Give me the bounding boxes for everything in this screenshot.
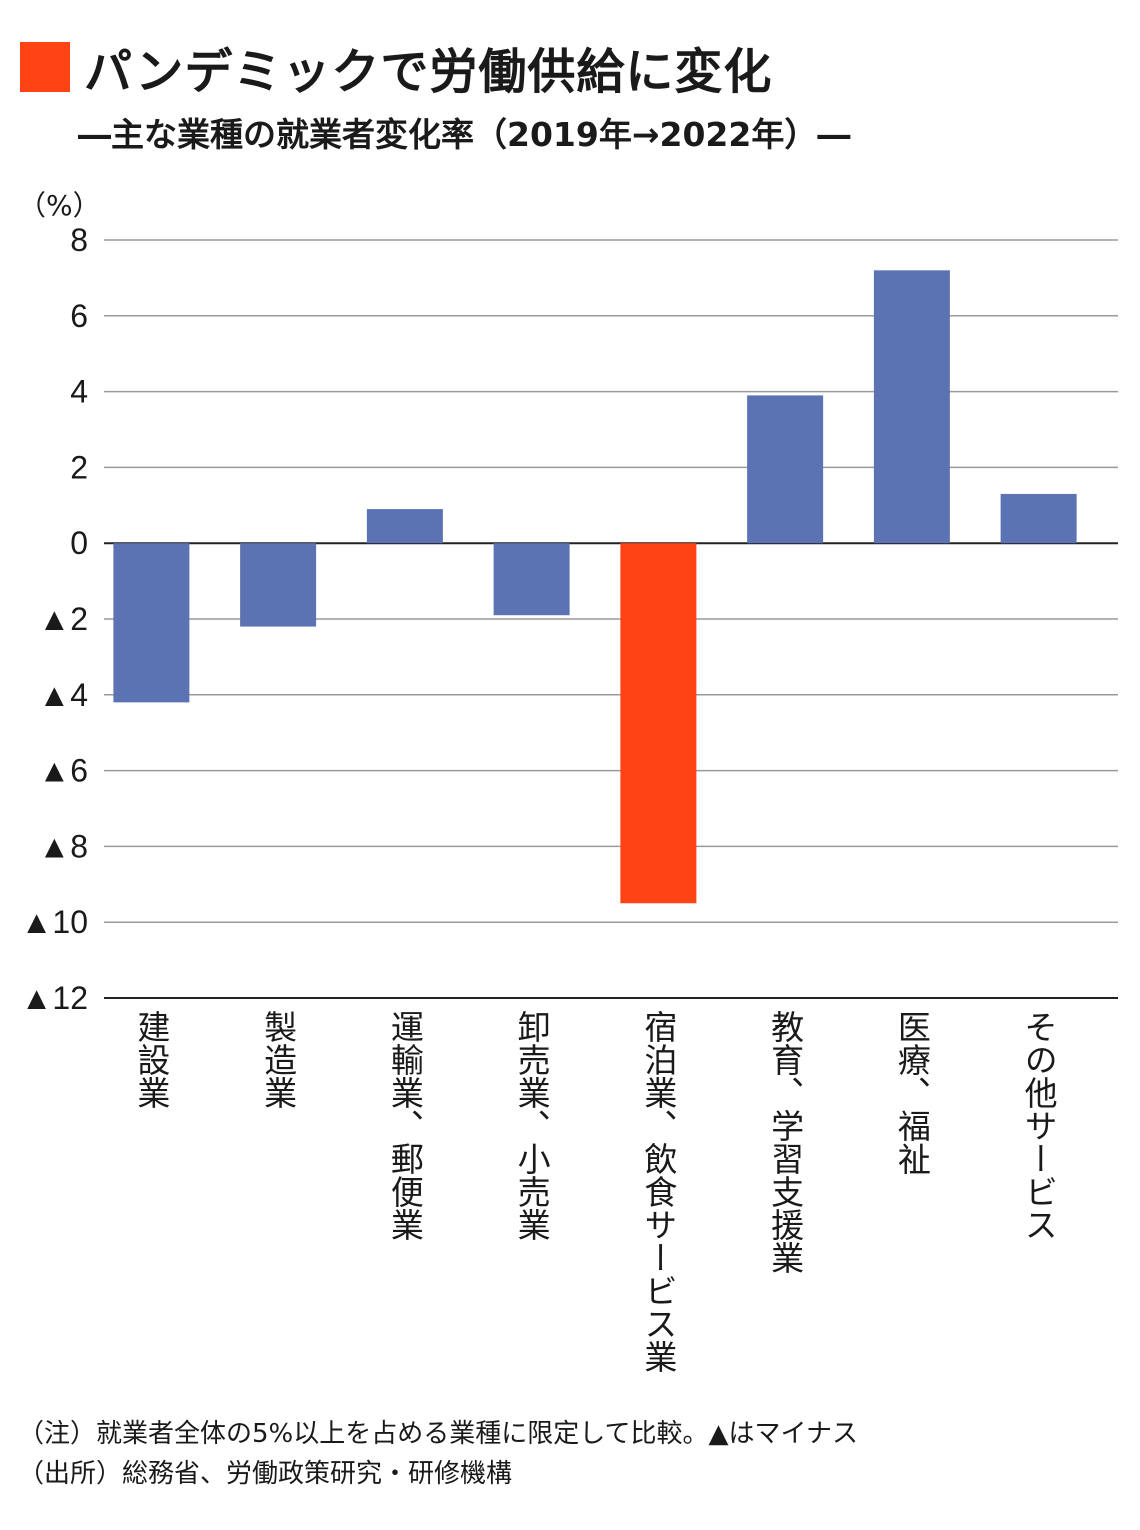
y-tick-label: 0 bbox=[70, 525, 88, 561]
bar bbox=[113, 543, 190, 703]
footnote-note: （注）就業者全体の5%以上を占める業種に限定して比較。▲はマイナス bbox=[18, 1419, 858, 1449]
y-tick-label: ▲2 bbox=[39, 601, 88, 637]
x-category-label: 運輸業、郵便業 bbox=[385, 1010, 424, 1241]
y-axis-unit: （%） bbox=[18, 189, 101, 222]
x-category-label: 建設業 bbox=[132, 1010, 171, 1109]
bar bbox=[1000, 493, 1077, 544]
title-block: パンデミックで労働供給に変化 bbox=[20, 32, 772, 102]
y-tick-label: ▲8 bbox=[39, 828, 88, 864]
x-category-label: 製造業 bbox=[259, 1010, 298, 1109]
x-category-label: 教育、学習支援業 bbox=[766, 1010, 805, 1274]
x-category-label: 卸売業、小売業 bbox=[512, 1010, 551, 1241]
bar bbox=[240, 543, 317, 627]
bar bbox=[620, 543, 697, 904]
y-tick-label: ▲6 bbox=[39, 753, 88, 789]
bar-chart: 8 6 4 2 0 ▲2 ▲4 ▲6 ▲8 ▲10 ▲12 建設業 製造業 運輸業、郵便業 卸売業、小売業 宿… bbox=[21, 222, 1118, 1373]
x-category-label: 宿泊業、飲食サービス業 bbox=[639, 1010, 678, 1373]
bar bbox=[873, 270, 950, 544]
y-tick-label: ▲4 bbox=[39, 677, 88, 713]
footnote-source: （出所）総務省、労働政策研究・研修機構 bbox=[18, 1459, 513, 1489]
bar bbox=[366, 509, 443, 544]
y-tick-label: 6 bbox=[70, 298, 88, 334]
x-category-label: その他サービス bbox=[1019, 1010, 1058, 1241]
bar bbox=[747, 395, 824, 544]
y-tick-label: 2 bbox=[70, 449, 88, 485]
x-category-label: 医療、福祉 bbox=[892, 1010, 931, 1175]
y-tick-label: ▲12 bbox=[21, 980, 88, 1016]
y-tick-label: 4 bbox=[70, 374, 88, 410]
title-accent-square bbox=[20, 42, 70, 92]
footnotes: （注）就業者全体の5%以上を占める業種に限定して比較。▲はマイナス （出所）総務… bbox=[18, 1414, 858, 1494]
chart-title: パンデミックで労働供給に変化 bbox=[84, 44, 773, 100]
y-tick-label: ▲10 bbox=[21, 904, 88, 940]
y-tick-label: 8 bbox=[70, 222, 88, 258]
bar bbox=[493, 543, 570, 616]
chart-subtitle: ―主な業種の就業者変化率（2019年→2022年）― bbox=[78, 115, 851, 154]
